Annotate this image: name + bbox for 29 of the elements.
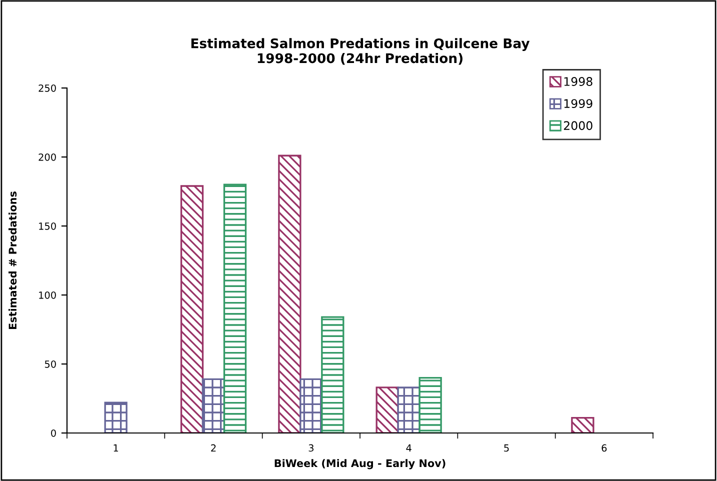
bar [180,185,204,433]
bar [202,378,226,433]
bar [223,184,247,433]
bar [300,378,323,433]
bar [278,154,302,433]
legend-label: 1998 [564,77,592,86]
x-tick-label: 2 [211,444,216,452]
y-tick-label: 50 [44,360,56,368]
chart-title: Estimated Salmon Predations in Quilcene Bay 1998-2000 (24hr Predation) [191,38,530,65]
x-tick-label: 5 [504,444,509,452]
bar [376,386,399,433]
bar [104,402,128,433]
x-tick-label: 1 [114,444,118,452]
bar [321,316,344,433]
x-tick-label: 3 [308,444,314,452]
legend-label: 1999 [564,99,592,108]
bar [418,376,442,433]
y-tick-label: 250 [38,84,56,92]
y-tick-label: 150 [39,222,56,230]
x-tick-label: 4 [406,444,412,452]
legend-label: 2000 [564,121,592,130]
bar [571,416,594,433]
x-axis-title: BiWeek (Mid Aug - Early Nov) [274,459,446,470]
y-tick-label: 200 [38,153,56,161]
y-tick-label: 0 [51,429,56,437]
y-tick-label: 100 [39,291,56,299]
x-tick-label: 6 [602,444,607,452]
bar [397,386,420,433]
y-axis-title: Estimated # Predations [8,192,17,329]
